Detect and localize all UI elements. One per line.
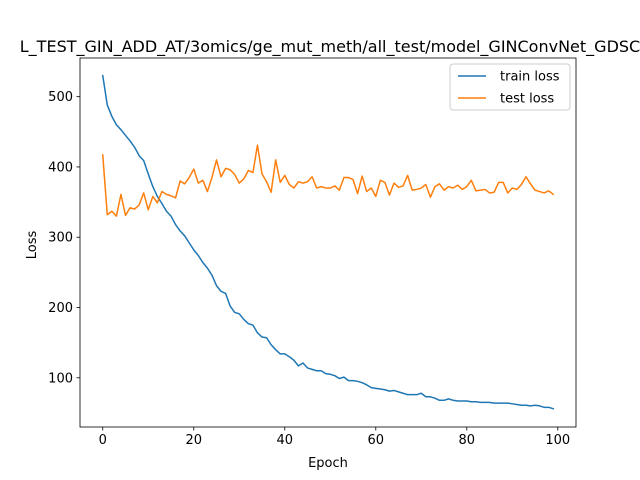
y-tick-label: 200 [48, 301, 73, 316]
x-tick-label: 80 [459, 433, 476, 448]
series-line-test-loss [101, 144, 555, 217]
y-axis-label: Loss [25, 231, 40, 260]
y-tick-label: 300 [48, 231, 73, 246]
y-tick-label: 400 [48, 160, 73, 175]
x-tick-label: 40 [276, 433, 293, 448]
legend-label-test-loss: test loss [500, 92, 554, 107]
x-axis-label: Epoch [308, 456, 348, 471]
legend: train loss test loss [449, 63, 571, 111]
chart-title: L_TEST_GIN_ADD_AT/3omics/ge_mut_meth/all… [20, 37, 640, 57]
x-tick-label: 0 [99, 433, 107, 448]
axes-frame [79, 57, 577, 428]
legend-label-train-loss: train loss [500, 70, 560, 85]
series-line-train-loss [101, 74, 555, 410]
x-tick-label: 60 [368, 433, 385, 448]
x-tick-label: 20 [185, 433, 202, 448]
plot-area: 0 20 40 60 80 100 100 200 300 400 500 [48, 57, 577, 448]
y-tick-label: 100 [48, 371, 73, 386]
y-tick-label: 500 [48, 90, 73, 105]
x-tick-label: 100 [545, 433, 570, 448]
